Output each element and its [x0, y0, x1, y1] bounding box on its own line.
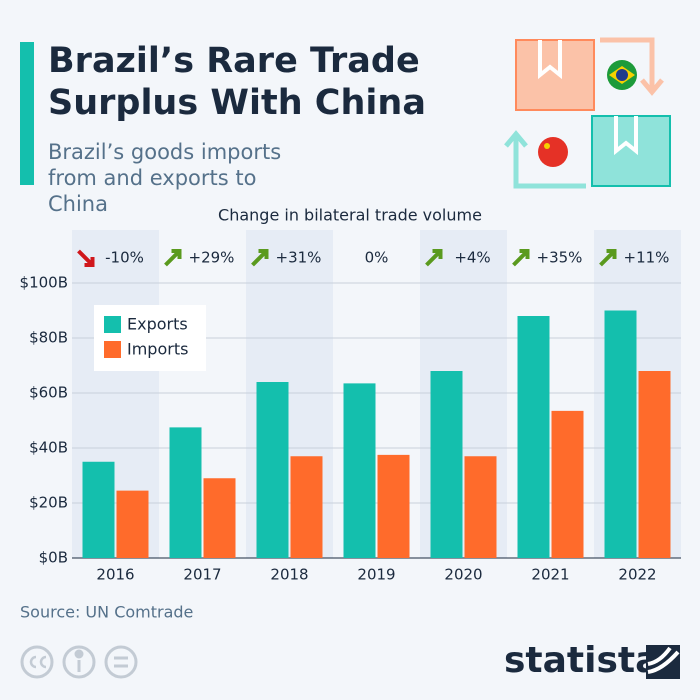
- bar: [430, 371, 463, 558]
- bar: [82, 461, 115, 558]
- change-arrow: [599, 249, 617, 267]
- x-tick-label: 2020: [444, 566, 482, 584]
- bar: [464, 456, 497, 558]
- change-arrow: [77, 249, 95, 267]
- chart-title: Brazil’s Rare Trade Surplus With China: [48, 41, 426, 123]
- change-arrow: [512, 249, 530, 267]
- change-label: +29%: [189, 249, 235, 267]
- change-arrow: [251, 249, 269, 267]
- change-label: 0%: [365, 249, 389, 267]
- y-tick-label: $40B: [29, 439, 68, 457]
- bar: [290, 456, 323, 558]
- license-icons: [20, 645, 138, 679]
- change-label: +35%: [537, 249, 583, 267]
- decor: [504, 37, 671, 189]
- legend-swatch: [104, 316, 121, 333]
- x-tick-label: 2022: [618, 566, 656, 584]
- accent-bar: [20, 42, 34, 185]
- change-label: +11%: [624, 249, 670, 267]
- brand-logo: [646, 645, 680, 679]
- bar: [256, 382, 289, 558]
- x-tick-label: 2018: [270, 566, 308, 584]
- y-tick-label: $20B: [29, 494, 68, 512]
- x-tick-label: 2021: [531, 566, 569, 584]
- y-tick-label: $0B: [39, 549, 68, 567]
- bar: [517, 316, 550, 558]
- change-arrow: [164, 249, 182, 267]
- legend-swatch: [104, 341, 121, 358]
- change-label: +31%: [276, 249, 322, 267]
- change-label: -10%: [105, 249, 144, 267]
- subtitle: Brazil’s goods imports from and exports t…: [48, 140, 281, 216]
- bar: [169, 427, 202, 558]
- bar: [551, 410, 584, 558]
- change-arrow: [425, 249, 443, 267]
- x-tick-label: 2017: [183, 566, 221, 584]
- bar: [116, 490, 149, 558]
- y-tick-label: $100B: [20, 274, 68, 292]
- y-tick-label: $80B: [29, 329, 68, 347]
- bar: [343, 383, 376, 558]
- legend-label: Imports: [127, 340, 188, 359]
- change-label: +4%: [454, 249, 490, 267]
- bar: [377, 454, 410, 558]
- legend-label: Exports: [127, 315, 188, 334]
- brand: statista: [504, 640, 659, 681]
- x-tick-label: 2019: [357, 566, 395, 584]
- x-tick-label: 2016: [96, 566, 134, 584]
- y-tick-label: $60B: [29, 384, 68, 402]
- bar: [604, 310, 637, 558]
- bar: [203, 478, 236, 558]
- change-title: Change in bilateral trade volume: [218, 206, 482, 225]
- bar: [638, 371, 671, 558]
- source: Source: UN Comtrade: [20, 603, 193, 622]
